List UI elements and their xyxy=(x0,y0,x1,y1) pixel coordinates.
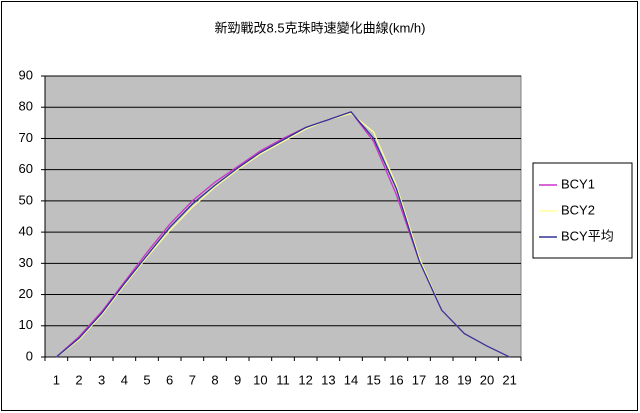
plot-area xyxy=(44,75,522,358)
legend-label: BCY平均 xyxy=(561,228,614,243)
series-line xyxy=(55,111,510,358)
x-tick-label: 10 xyxy=(253,372,267,387)
x-tick-label: 4 xyxy=(121,372,128,387)
x-tick-label: 3 xyxy=(98,372,105,387)
x-tick-label: 19 xyxy=(457,372,471,387)
y-tick-label: 80 xyxy=(19,99,33,114)
x-tick-label: 18 xyxy=(434,372,448,387)
x-tick-label: 2 xyxy=(75,372,82,387)
x-tick-label: 5 xyxy=(143,372,150,387)
x-tick-label: 11 xyxy=(276,372,290,387)
y-tick-label: 50 xyxy=(19,192,33,207)
x-tick-label: 9 xyxy=(234,372,241,387)
y-tick-label: 0 xyxy=(26,348,33,363)
legend-label: BCY1 xyxy=(561,176,595,191)
x-tick-label: 16 xyxy=(389,372,403,387)
y-tick-label: 70 xyxy=(19,130,33,145)
y-tick-label: 20 xyxy=(19,286,33,301)
y-tick-label: 30 xyxy=(19,255,33,270)
y-tick-label: 40 xyxy=(19,224,33,239)
x-tick-label: 8 xyxy=(211,372,218,387)
x-tick-label: 17 xyxy=(412,372,426,387)
x-tick-label: 12 xyxy=(298,372,312,387)
x-tick-label: 6 xyxy=(166,372,173,387)
x-tick-label: 21 xyxy=(502,372,516,387)
x-tick-label: 1 xyxy=(53,372,60,387)
x-tick-label: 14 xyxy=(344,372,358,387)
y-tick-label: 90 xyxy=(19,67,33,82)
legend-label: BCY2 xyxy=(561,202,595,217)
x-tick-label: 7 xyxy=(189,372,196,387)
y-tick-label: 60 xyxy=(19,161,33,176)
chart-title: 新勁戰改8.5克珠時速變化曲線(km/h) xyxy=(215,20,426,35)
x-tick-label: 15 xyxy=(366,372,380,387)
x-tick-label: 20 xyxy=(480,372,494,387)
x-tick-label: 13 xyxy=(321,372,335,387)
y-tick-label: 10 xyxy=(19,317,33,332)
